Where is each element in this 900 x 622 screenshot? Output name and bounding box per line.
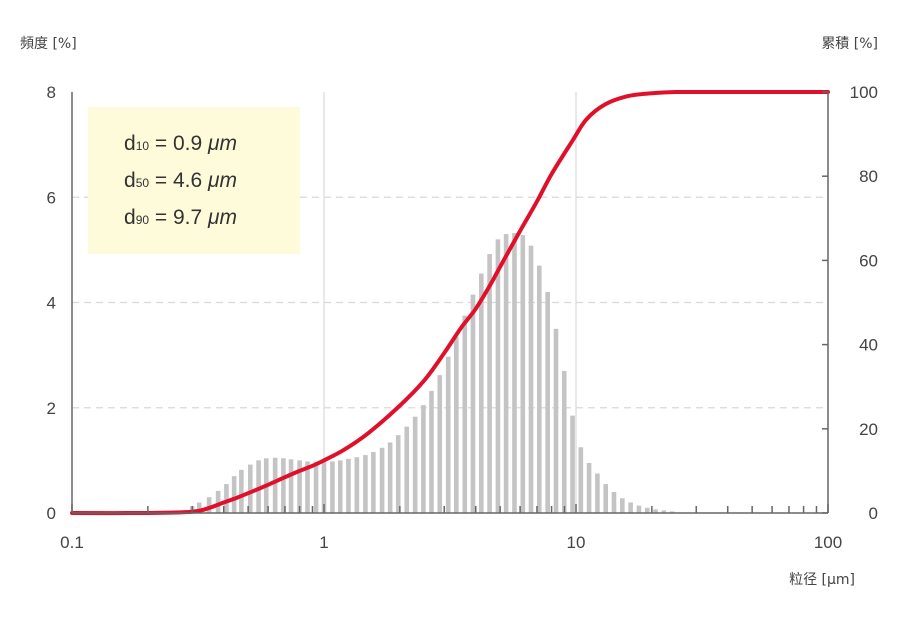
y-left-tick-label: 8 <box>47 83 56 102</box>
frequency-bar <box>454 336 459 513</box>
frequency-bar <box>281 458 286 513</box>
frequency-bar <box>487 254 492 513</box>
frequency-bar <box>611 491 617 513</box>
y-right-tick-label: 40 <box>859 336 878 355</box>
cumulative-line-group <box>70 89 830 516</box>
frequency-bar <box>313 461 319 513</box>
frequency-bar <box>437 375 443 513</box>
frequency-bar <box>379 447 385 513</box>
frequency-bar <box>620 498 625 513</box>
x-tick-label: 10 <box>567 533 586 552</box>
y-right-axis-label: 累積 [%] <box>821 36 878 52</box>
frequency-bar <box>653 509 658 513</box>
cumulative-line <box>70 89 830 516</box>
frequency-bar <box>603 484 609 513</box>
frequency-bar <box>661 510 667 513</box>
y-right-tick-label: 100 <box>850 83 878 102</box>
frequency-bar <box>197 502 202 513</box>
frequency-bar <box>231 476 237 513</box>
x-tick-label: 1 <box>319 533 328 552</box>
y-right-tick-label: 80 <box>859 167 878 186</box>
frequency-bar <box>321 461 327 513</box>
frequency-bar <box>470 294 476 513</box>
frequency-bar <box>536 265 542 513</box>
frequency-bar <box>495 239 501 513</box>
statistics-annotation: d10 = 0.9 μm d50 = 4.6 μm d90 = 9.7 μm <box>88 107 300 254</box>
frequency-bar <box>561 370 567 513</box>
y-left-tick-label: 6 <box>47 188 56 207</box>
y-right-tick-label: 60 <box>859 251 878 270</box>
frequency-bar <box>669 511 675 513</box>
frequency-bars <box>189 233 675 514</box>
frequency-bar <box>354 457 360 513</box>
frequency-bar <box>387 442 393 513</box>
frequency-bar <box>479 273 484 513</box>
frequency-bar <box>644 507 650 513</box>
axes <box>71 91 829 514</box>
frequency-bar <box>578 447 584 513</box>
y-right-tick-label: 20 <box>859 420 878 439</box>
y-left-tick-label: 4 <box>47 294 56 313</box>
frequency-bar <box>346 458 351 513</box>
frequency-bar <box>462 315 468 513</box>
frequency-bar <box>570 415 575 513</box>
frequency-bar <box>421 405 426 513</box>
frequency-bar <box>512 233 517 513</box>
frequency-bar <box>215 490 221 513</box>
frequency-bar <box>528 245 534 514</box>
frequency-bar <box>395 435 401 513</box>
frequency-bar <box>445 356 451 513</box>
frequency-bar <box>363 455 368 513</box>
frequency-bar <box>412 416 418 513</box>
annotation-line: d10 = 0.9 μm <box>124 132 237 155</box>
frequency-bar <box>429 390 434 513</box>
y-left-tick-label: 0 <box>47 504 56 523</box>
annotation-line: d90 = 9.7 μm <box>124 206 237 229</box>
frequency-bar <box>404 426 410 513</box>
x-axis-label: 粒径 [µm] <box>789 572 855 588</box>
frequency-bar <box>545 291 550 513</box>
frequency-bar <box>330 461 335 513</box>
frequency-bar <box>305 461 310 513</box>
frequency-bar <box>297 460 302 514</box>
frequency-bar <box>288 459 294 513</box>
frequency-bar <box>628 502 633 513</box>
frequency-bar <box>224 484 229 513</box>
y-left-axis-label: 頻度 [%] <box>20 36 77 52</box>
x-tick-label: 0.1 <box>60 533 84 552</box>
frequency-bar <box>503 234 509 513</box>
frequency-bar <box>371 451 376 513</box>
annotation-line: d50 = 4.6 μm <box>124 169 237 192</box>
y-right-tick-label: 0 <box>869 504 878 523</box>
frequency-bar <box>248 464 253 513</box>
frequency-bar <box>553 328 559 513</box>
x-tick-label: 100 <box>814 533 842 552</box>
frequency-bar <box>272 457 278 513</box>
frequency-bar <box>337 460 343 514</box>
frequency-bar <box>239 469 244 513</box>
frequency-bar <box>520 235 526 513</box>
frequency-bar <box>636 505 642 513</box>
frequency-bar <box>206 497 212 513</box>
annotation-box <box>88 107 300 254</box>
frequency-bar <box>595 473 600 513</box>
frequency-bar <box>586 463 592 513</box>
y-left-tick-label: 2 <box>47 399 56 418</box>
